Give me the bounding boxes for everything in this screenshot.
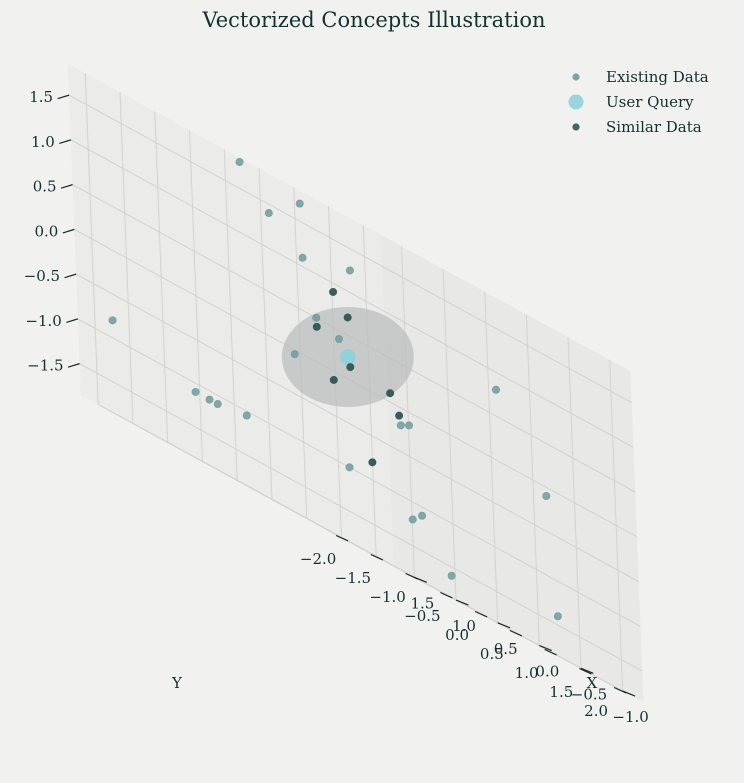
similar-data-point	[312, 322, 321, 331]
grid-line	[381, 265, 632, 404]
legend-marker	[568, 94, 584, 110]
y-axis-tick	[370, 553, 384, 561]
x-axis-tick	[455, 599, 469, 606]
grid-line	[77, 318, 391, 491]
x-axis-tick-label: 1.5	[410, 594, 434, 612]
z-axis-tick-label: −1.0	[25, 312, 61, 330]
z-axis-tick-label: −1.5	[27, 357, 63, 375]
grid-line	[79, 363, 393, 536]
axis-ticks: −1.0−0.50.00.51.01.5−2.0−1.5−1.0−0.50.00…	[24, 88, 649, 726]
z-axis-tick	[62, 228, 75, 234]
z-axis-tick-label: −0.5	[24, 267, 60, 285]
existing-data-point	[447, 571, 456, 580]
existing-data-point	[298, 253, 307, 262]
z-axis-tick	[67, 363, 80, 368]
existing-data-point	[345, 463, 354, 472]
grid-line	[68, 94, 383, 267]
y-axis-tick-label: 2.0	[584, 702, 608, 720]
grid-line	[385, 355, 636, 493]
existing-data-point	[312, 313, 321, 322]
z-axis-tick-label: 0.5	[33, 178, 57, 196]
similar-data-point	[386, 389, 395, 398]
user-query-point	[339, 349, 356, 365]
y-axis-tick-label: 1.0	[515, 664, 539, 682]
z-axis-tick	[60, 184, 73, 189]
legend-label: User Query	[606, 93, 694, 111]
existing-data-point	[405, 421, 414, 430]
y-axis-tick	[509, 629, 523, 637]
y-axis-tick	[335, 534, 349, 542]
similar-data-point	[329, 287, 338, 296]
similar-data-point	[368, 458, 377, 467]
z-axis-tick-label: 1.0	[31, 133, 55, 151]
y-axis-label: Y	[171, 674, 183, 692]
chart-title: Vectorized Concepts Illustration	[202, 8, 546, 32]
existing-data-point	[542, 492, 551, 501]
grid-line	[70, 139, 384, 312]
existing-data-point	[408, 515, 417, 524]
z-axis-tick	[66, 318, 79, 324]
existing-data-point	[205, 395, 214, 404]
x-axis-tick-label: 1.0	[452, 617, 476, 635]
grid-line	[386, 399, 638, 538]
z-axis-tick-label: 0.0	[34, 222, 58, 240]
legend-marker	[572, 123, 580, 131]
y-axis-tick-label: 0.0	[445, 626, 469, 644]
existing-data-point	[335, 334, 344, 343]
x-axis-tick-label: −1.0	[612, 708, 648, 726]
legend-label: Similar Data	[606, 118, 702, 136]
grid-line	[392, 534, 643, 672]
z-axis-tick-label: 1.5	[29, 88, 53, 106]
x-axis-label: X	[587, 674, 598, 692]
existing-data-point	[295, 199, 304, 208]
y-axis-tick-label: 0.5	[480, 645, 504, 663]
existing-data-point	[553, 612, 562, 621]
grid-line	[388, 444, 639, 583]
legend-label: Existing Data	[606, 68, 709, 86]
similar-data-point	[395, 411, 404, 420]
z-axis-tick	[64, 273, 77, 279]
data-points	[108, 157, 562, 621]
x-axis-tick	[497, 622, 511, 629]
existing-data-point	[191, 387, 200, 396]
x-axis-tick-label: 0.5	[494, 640, 518, 658]
y-axis-tick	[579, 667, 592, 675]
legend: Existing Data User Query Similar Data	[568, 68, 709, 136]
x-axis-tick	[580, 667, 594, 674]
existing-data-point	[396, 421, 405, 430]
similar-data-point	[329, 375, 338, 384]
x-axis-tick	[539, 645, 552, 652]
y-axis-tick-label: 1.5	[549, 683, 573, 701]
y-axis-tick-label: −0.5	[404, 607, 440, 625]
z-axis-tick	[59, 139, 72, 145]
z-axis-tick	[57, 94, 70, 100]
y-axis-tick	[544, 648, 557, 656]
y-axis-tick	[474, 610, 488, 618]
similar-data-point	[346, 363, 355, 372]
y-axis-tick-label: −1.0	[369, 588, 405, 606]
similar-data-point	[343, 313, 352, 322]
existing-data-point	[491, 385, 500, 394]
legend-marker	[572, 73, 580, 81]
existing-data-point	[213, 400, 222, 409]
y-axis-tick-label: −2.0	[300, 550, 336, 568]
grid-line	[75, 273, 390, 446]
existing-data-point	[345, 266, 354, 275]
existing-data-point	[290, 350, 299, 359]
x-axis-tick-label: 0.0	[535, 663, 559, 681]
grid-line	[390, 489, 641, 627]
existing-data-point	[264, 209, 273, 218]
existing-data-point	[242, 411, 251, 420]
y-axis-tick-label: −1.5	[335, 569, 371, 587]
existing-data-point	[108, 316, 117, 325]
y-axis-tick	[613, 686, 627, 694]
grid-line	[383, 310, 634, 448]
y-axis-tick	[440, 591, 453, 599]
y-axis-tick	[405, 572, 418, 580]
x-axis-tick-label: −0.5	[571, 685, 607, 703]
existing-data-point	[235, 157, 244, 166]
existing-data-point	[418, 511, 427, 520]
